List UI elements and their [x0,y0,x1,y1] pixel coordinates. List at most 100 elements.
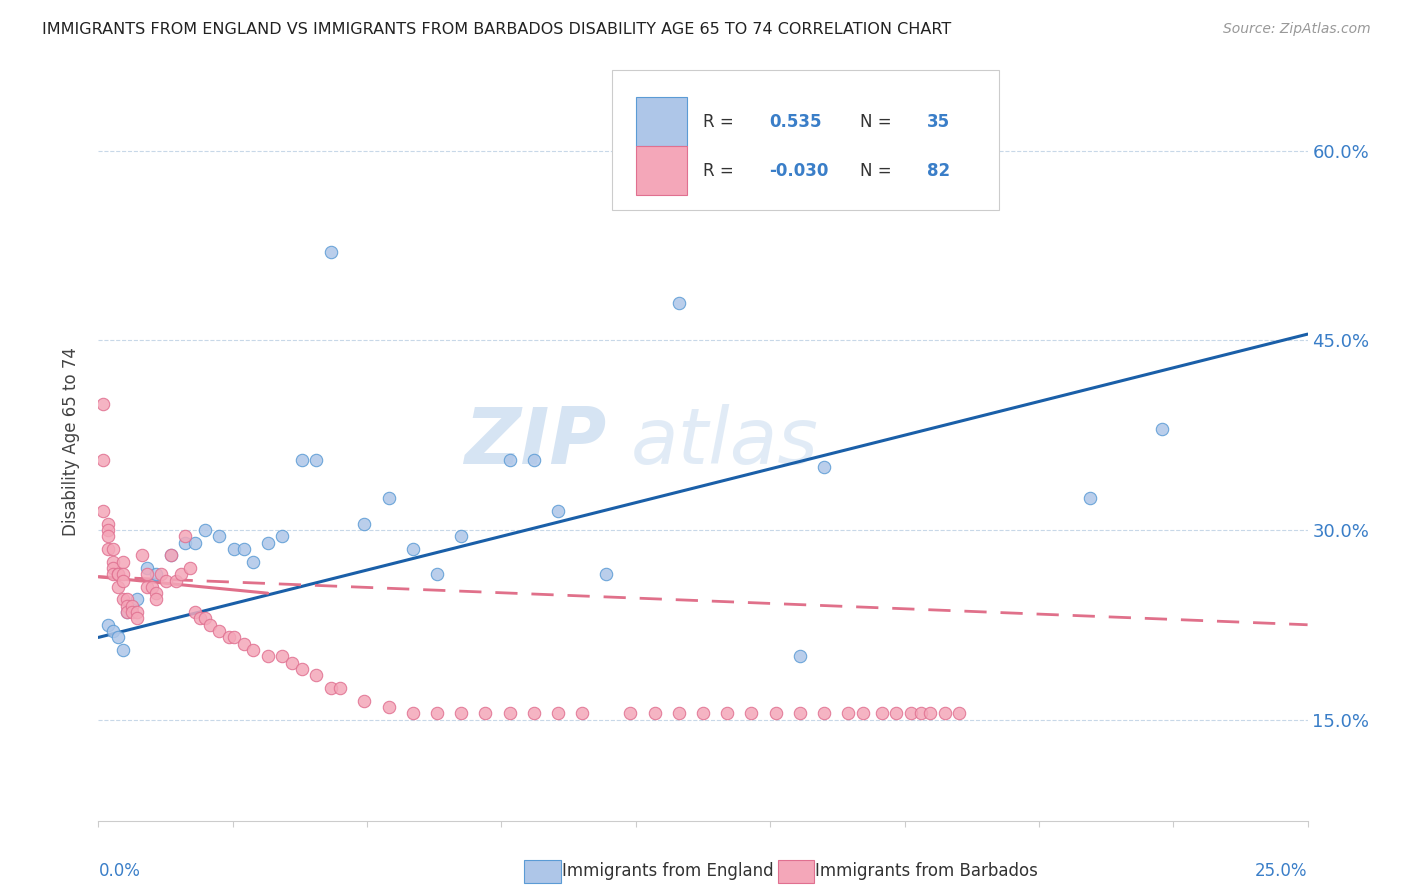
Point [97,523,120,537]
Point [547,504,569,518]
FancyBboxPatch shape [613,70,1000,211]
Point [101,567,124,582]
Point [91,453,114,467]
Text: N =: N = [860,112,897,130]
Point [377,699,399,714]
Point [188,611,211,625]
Point [145,567,167,582]
Point [852,706,875,721]
Point [290,662,312,676]
Point [450,529,472,543]
Point [595,567,617,582]
Point [523,706,546,721]
Point [101,541,124,556]
Point [145,592,167,607]
Point [97,516,120,531]
Point [150,567,173,582]
Point [474,706,496,721]
Point [256,649,278,664]
Point [117,605,139,619]
Point [107,567,129,582]
Text: R =: R = [703,112,740,130]
Point [222,631,245,645]
Point [111,643,134,657]
Point [117,599,139,613]
Point [910,706,932,721]
Text: IMMIGRANTS FROM ENGLAND VS IMMIGRANTS FROM BARBADOS DISABILITY AGE 65 TO 74 CORR: IMMIGRANTS FROM ENGLAND VS IMMIGRANTS FR… [42,22,952,37]
Text: Source: ZipAtlas.com: Source: ZipAtlas.com [1223,22,1371,37]
Text: 35: 35 [927,112,950,130]
Point [402,541,425,556]
Point [117,592,139,607]
Point [101,555,124,569]
Point [644,706,666,721]
Point [97,529,120,543]
Point [353,693,375,707]
Point [222,541,245,556]
Point [121,599,143,613]
Point [281,656,304,670]
Point [198,617,221,632]
Point [127,611,149,625]
Point [127,592,149,607]
Point [135,561,157,575]
Point [242,555,264,569]
Point [1078,491,1101,506]
Point [160,548,183,563]
Point [813,459,835,474]
Point [107,631,129,645]
Point [169,567,191,582]
Point [353,516,375,531]
Text: 0.0%: 0.0% [98,863,141,880]
Point [1152,422,1174,436]
Point [184,605,207,619]
Point [716,706,738,721]
Point [155,574,177,588]
Point [498,453,520,467]
Point [837,706,859,721]
Point [668,706,690,721]
Point [111,574,134,588]
Point [450,706,472,721]
Point [900,706,922,721]
Point [934,706,956,721]
Point [870,706,893,721]
Point [426,567,449,582]
Point [668,295,690,310]
Point [174,529,197,543]
Point [145,586,167,600]
Point [305,668,328,682]
Point [194,611,217,625]
Point [141,580,163,594]
Point [765,706,787,721]
Point [571,706,593,721]
Point [242,643,264,657]
Y-axis label: Disability Age 65 to 74: Disability Age 65 to 74 [62,347,80,536]
Point [174,535,197,549]
Text: Immigrants from Barbados: Immigrants from Barbados [815,863,1039,880]
Point [179,561,201,575]
Point [160,548,183,563]
Point [256,535,278,549]
Point [305,453,328,467]
FancyBboxPatch shape [637,145,688,195]
Point [948,706,970,721]
Point [107,567,129,582]
Point [117,605,139,619]
Text: N =: N = [860,161,897,180]
Point [498,706,520,721]
Point [208,529,231,543]
Point [101,561,124,575]
Point [619,706,641,721]
Point [107,580,129,594]
Text: 0.535: 0.535 [769,112,823,130]
Point [789,706,811,721]
Point [218,631,240,645]
Point [97,541,120,556]
Text: -0.030: -0.030 [769,161,830,180]
Point [111,555,134,569]
Point [377,491,399,506]
Point [91,504,114,518]
Point [121,605,143,619]
Point [813,706,835,721]
